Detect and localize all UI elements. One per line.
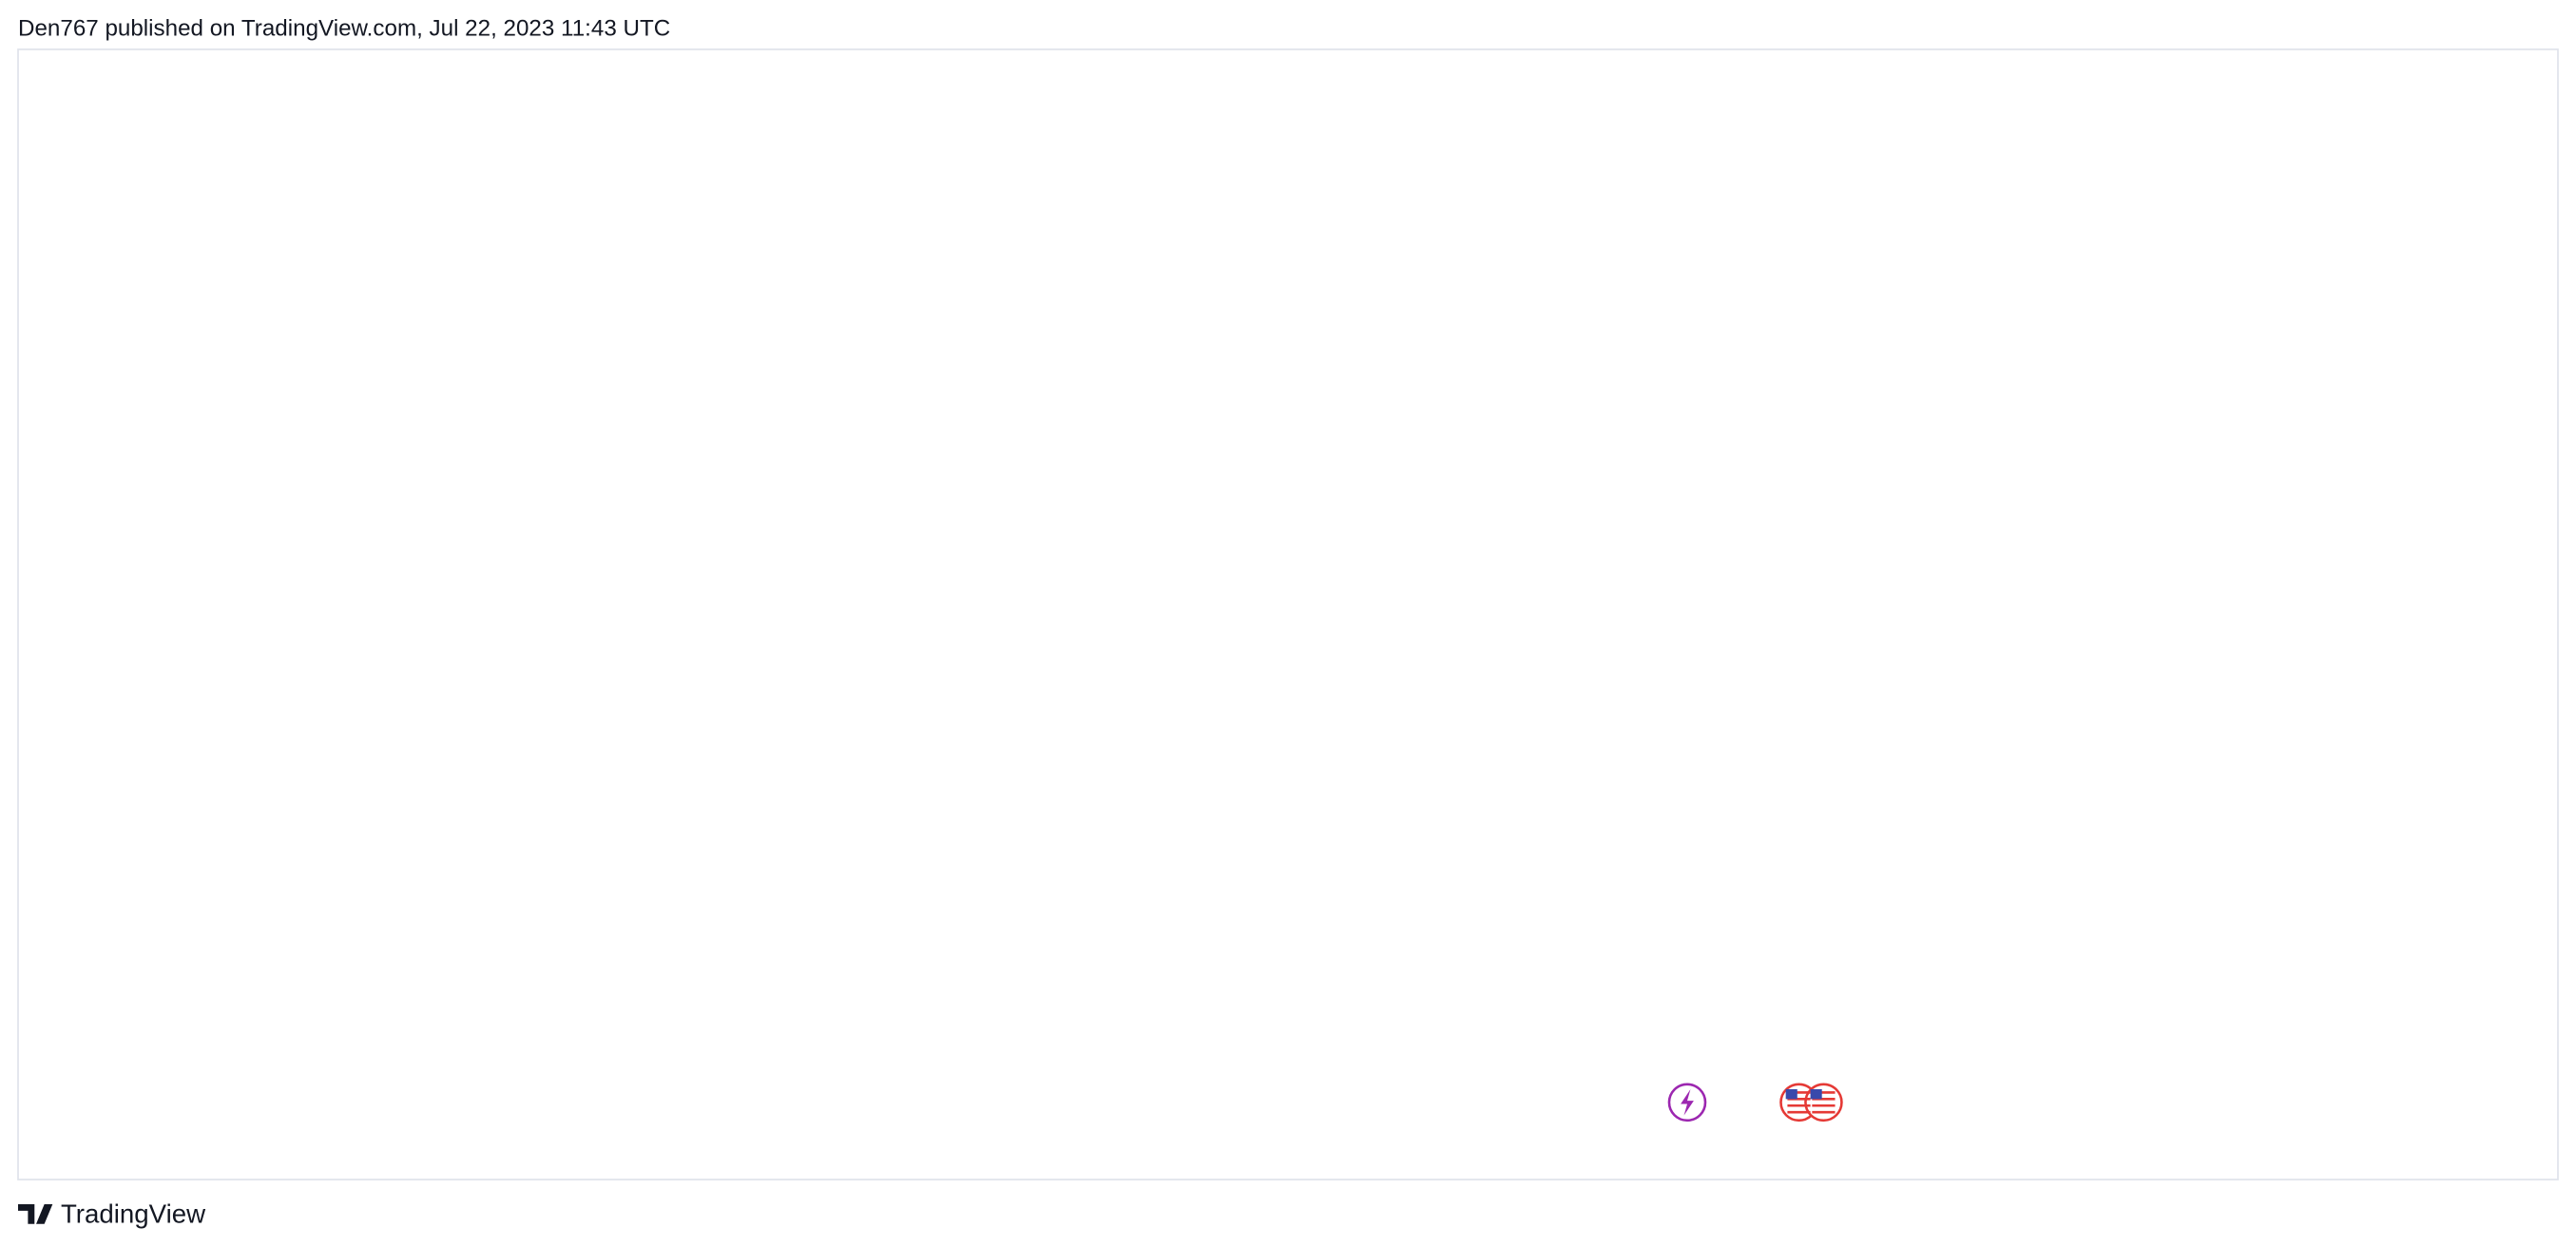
lightning-glyph xyxy=(1681,1088,1694,1116)
chart-frame xyxy=(17,48,2559,1180)
event-icons xyxy=(1667,1083,1843,1122)
flag-stripes xyxy=(1787,1091,1836,1114)
logo-mark xyxy=(18,1203,53,1224)
flag-canton xyxy=(1810,1088,1822,1100)
flag-canton xyxy=(1785,1088,1797,1100)
logo-text: TradingView xyxy=(61,1199,206,1228)
published-line: Den767 published on TradingView.com, Jul… xyxy=(18,16,670,42)
